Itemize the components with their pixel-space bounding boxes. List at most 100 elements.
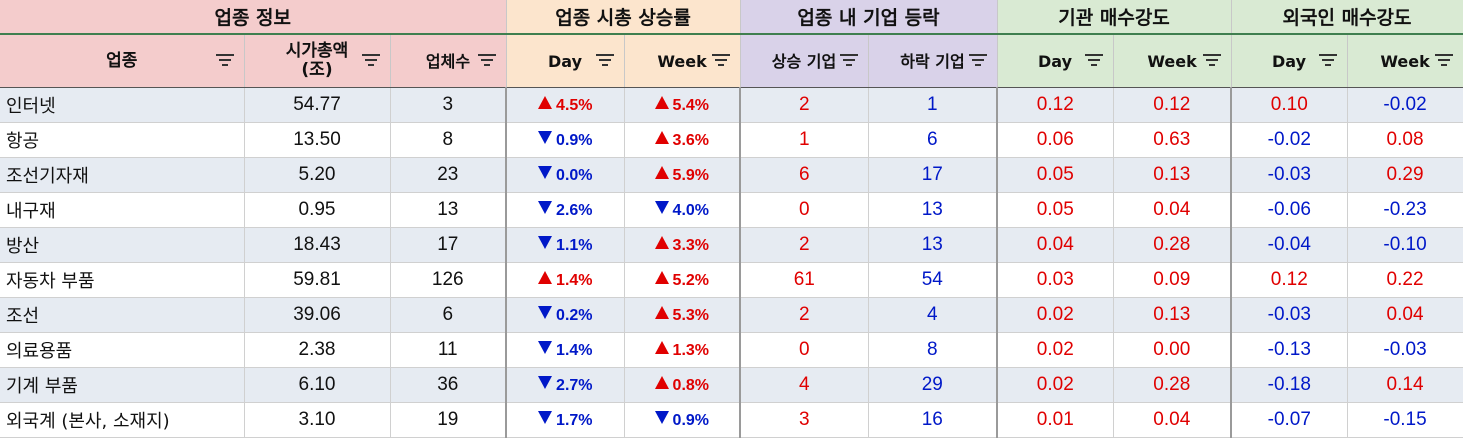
mcap-change-week-cell[interactable]: 0.9% [624,402,742,438]
mcap-change-week-cell[interactable]: 5.4% [624,87,742,123]
count-cell[interactable]: 17 [390,227,508,263]
mcap-change-week-cell[interactable]: 5.3% [624,297,742,333]
foreign-week-cell[interactable]: -0.02 [1347,87,1463,123]
sector-name-cell[interactable]: 기계 부품 [0,367,245,403]
filter-icon[interactable] [711,54,730,66]
mcap-change-week-cell[interactable]: 5.2% [624,262,742,298]
sector-name-cell[interactable]: 의료용품 [0,332,245,368]
foreign-day-cell[interactable]: 0.10 [1231,87,1348,123]
filter-icon[interactable] [1434,54,1453,66]
inst-week-cell[interactable]: 0.04 [1113,192,1233,228]
filter-icon[interactable] [361,54,380,66]
foreign-week-cell[interactable]: 0.04 [1347,297,1463,333]
mcap-change-week-cell[interactable]: 4.0% [624,192,742,228]
falling-count-cell[interactable]: 16 [868,402,999,438]
rising-count-cell[interactable]: 1 [740,122,869,158]
foreign-day-cell[interactable]: -0.04 [1231,227,1348,263]
sector-name-cell[interactable]: 방산 [0,227,245,263]
falling-count-cell[interactable]: 6 [868,122,999,158]
rising-count-cell[interactable]: 2 [740,297,869,333]
foreign-week-cell[interactable]: -0.03 [1347,332,1463,368]
mcap-cell[interactable]: 18.43 [244,227,391,263]
count-cell[interactable]: 126 [390,262,508,298]
inst-week-cell[interactable]: 0.09 [1113,262,1233,298]
mcap-change-day-cell[interactable]: 2.7% [506,367,625,403]
inst-week-cell[interactable]: 0.13 [1113,297,1233,333]
inst-day-cell[interactable]: 0.01 [997,402,1114,438]
sector-name-cell[interactable]: 인터넷 [0,87,245,123]
rising-count-cell[interactable]: 6 [740,157,869,193]
falling-count-cell[interactable]: 13 [868,227,999,263]
mcap-change-day-cell[interactable]: 0.0% [506,157,625,193]
inst-week-cell[interactable]: 0.28 [1113,227,1233,263]
count-cell[interactable]: 3 [390,87,508,123]
filter-icon[interactable] [1084,54,1103,66]
filter-icon[interactable] [839,54,858,66]
mcap-cell[interactable]: 3.10 [244,402,391,438]
inst-week-cell[interactable]: 0.13 [1113,157,1233,193]
inst-week-cell[interactable]: 0.04 [1113,402,1233,438]
inst-week-cell[interactable]: 0.00 [1113,332,1233,368]
count-cell[interactable]: 11 [390,332,508,368]
mcap-change-day-cell[interactable]: 0.2% [506,297,625,333]
foreign-day-cell[interactable]: -0.18 [1231,367,1348,403]
filter-icon[interactable] [1318,54,1337,66]
falling-count-cell[interactable]: 54 [868,262,999,298]
falling-count-cell[interactable]: 17 [868,157,999,193]
mcap-cell[interactable]: 2.38 [244,332,391,368]
mcap-cell[interactable]: 13.50 [244,122,391,158]
mcap-change-week-cell[interactable]: 3.6% [624,122,742,158]
count-cell[interactable]: 6 [390,297,508,333]
rising-count-cell[interactable]: 61 [740,262,869,298]
count-cell[interactable]: 8 [390,122,508,158]
mcap-change-day-cell[interactable]: 1.7% [506,402,625,438]
mcap-change-day-cell[interactable]: 4.5% [506,87,625,123]
sector-name-cell[interactable]: 외국계 (본사, 소재지) [0,402,245,438]
filter-icon[interactable] [477,54,496,66]
filter-icon[interactable] [1202,54,1221,66]
rising-count-cell[interactable]: 2 [740,87,869,123]
mcap-cell[interactable]: 5.20 [244,157,391,193]
count-cell[interactable]: 19 [390,402,508,438]
falling-count-cell[interactable]: 13 [868,192,999,228]
filter-icon[interactable] [595,54,614,66]
inst-day-cell[interactable]: 0.12 [997,87,1114,123]
rising-count-cell[interactable]: 2 [740,227,869,263]
inst-day-cell[interactable]: 0.02 [997,297,1114,333]
foreign-day-cell[interactable]: -0.03 [1231,297,1348,333]
foreign-week-cell[interactable]: -0.10 [1347,227,1463,263]
rising-count-cell[interactable]: 4 [740,367,869,403]
inst-week-cell[interactable]: 0.12 [1113,87,1233,123]
mcap-change-week-cell[interactable]: 1.3% [624,332,742,368]
falling-count-cell[interactable]: 4 [868,297,999,333]
mcap-change-day-cell[interactable]: 1.1% [506,227,625,263]
foreign-week-cell[interactable]: -0.15 [1347,402,1463,438]
rising-count-cell[interactable]: 0 [740,332,869,368]
count-cell[interactable]: 23 [390,157,508,193]
inst-week-cell[interactable]: 0.28 [1113,367,1233,403]
foreign-week-cell[interactable]: 0.22 [1347,262,1463,298]
foreign-week-cell[interactable]: 0.08 [1347,122,1463,158]
foreign-day-cell[interactable]: -0.02 [1231,122,1348,158]
filter-icon[interactable] [968,54,987,66]
mcap-cell[interactable]: 39.06 [244,297,391,333]
sector-name-cell[interactable]: 자동차 부품 [0,262,245,298]
count-cell[interactable]: 13 [390,192,508,228]
mcap-change-week-cell[interactable]: 5.9% [624,157,742,193]
inst-day-cell[interactable]: 0.03 [997,262,1114,298]
falling-count-cell[interactable]: 29 [868,367,999,403]
mcap-change-day-cell[interactable]: 1.4% [506,262,625,298]
filter-icon[interactable] [215,54,234,66]
mcap-cell[interactable]: 0.95 [244,192,391,228]
foreign-day-cell[interactable]: -0.13 [1231,332,1348,368]
mcap-cell[interactable]: 59.81 [244,262,391,298]
foreign-week-cell[interactable]: 0.14 [1347,367,1463,403]
mcap-change-week-cell[interactable]: 3.3% [624,227,742,263]
foreign-day-cell[interactable]: 0.12 [1231,262,1348,298]
mcap-change-day-cell[interactable]: 0.9% [506,122,625,158]
falling-count-cell[interactable]: 1 [868,87,999,123]
inst-day-cell[interactable]: 0.05 [997,157,1114,193]
foreign-day-cell[interactable]: -0.03 [1231,157,1348,193]
count-cell[interactable]: 36 [390,367,508,403]
inst-day-cell[interactable]: 0.02 [997,367,1114,403]
